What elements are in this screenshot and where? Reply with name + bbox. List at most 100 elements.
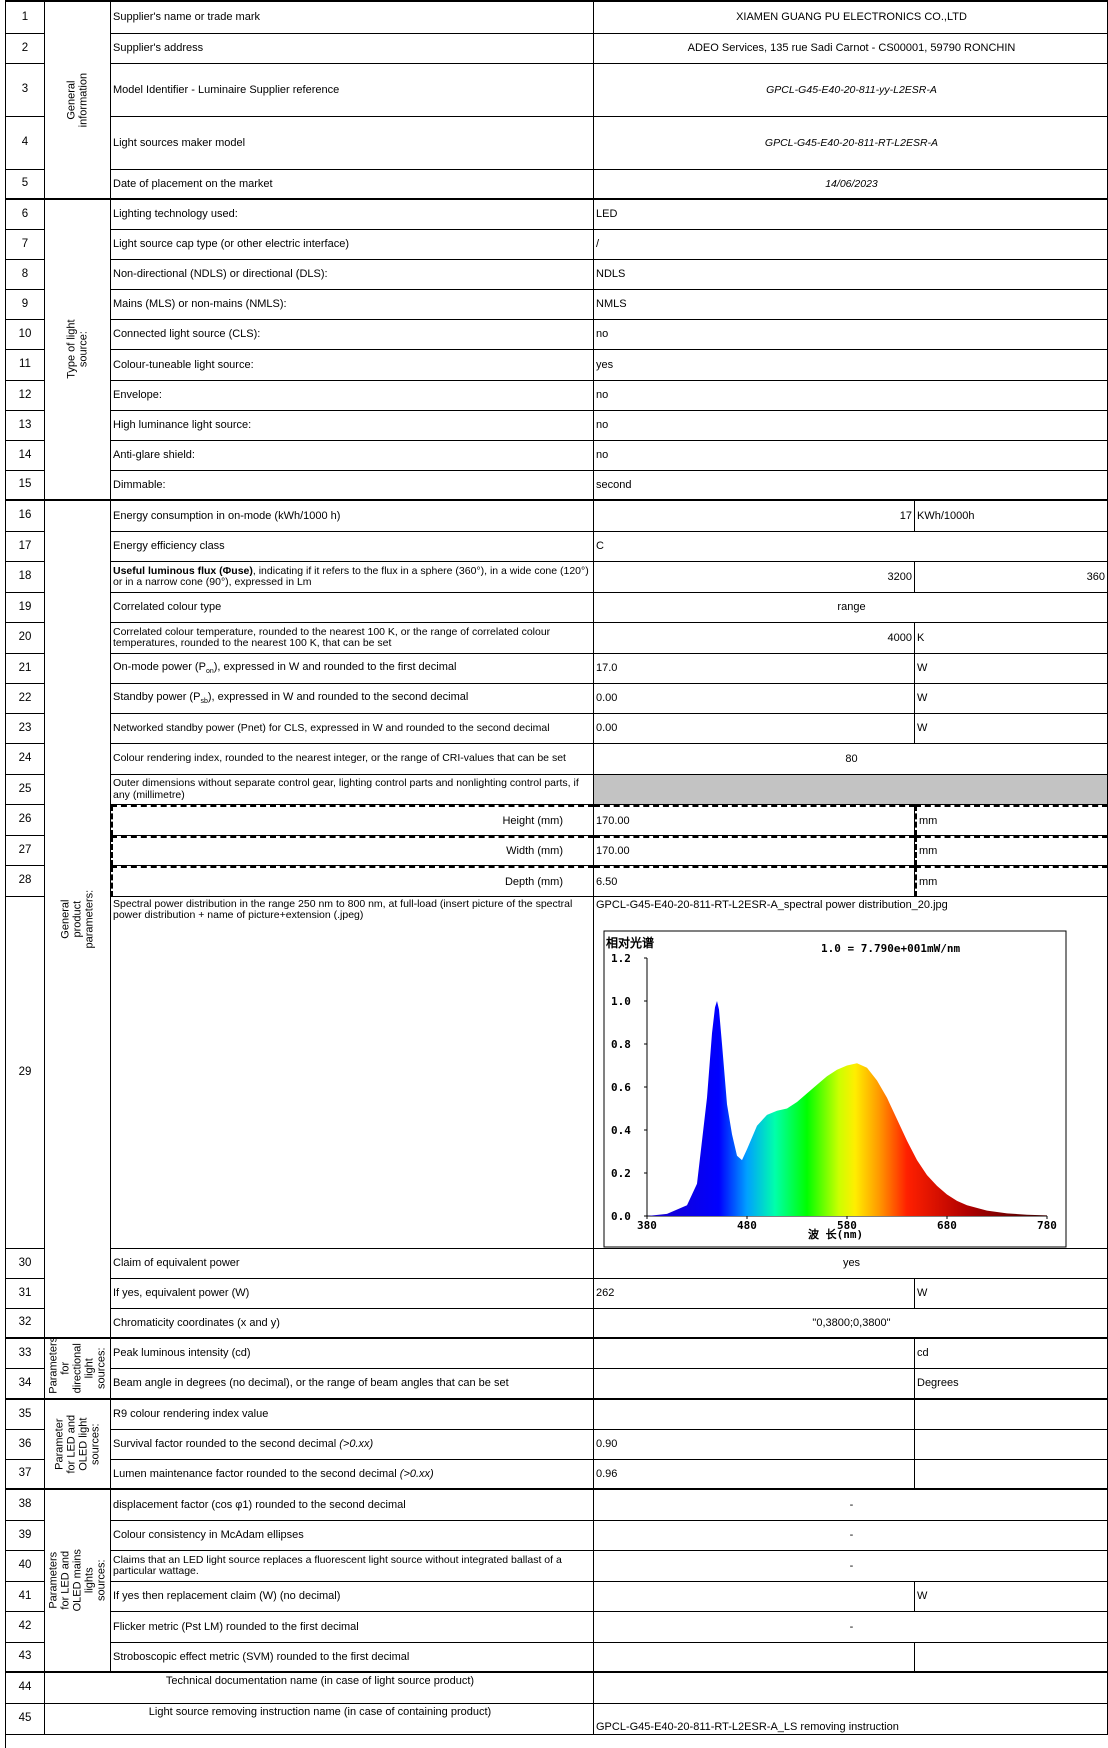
row-unit: mm <box>915 866 1108 897</box>
row-value: / <box>594 230 1108 260</box>
label-main: Dimmable: <box>113 478 166 491</box>
group-label-text: General information <box>65 72 90 128</box>
row-label: Claims that an LED light source replaces… <box>111 1551 594 1582</box>
row-value-text: 80 <box>845 752 858 765</box>
label-main: Colour consistency in McAdam ellipses <box>113 1529 304 1542</box>
row-value: GPCL-G45-E40-20-811-yy-L2ESR-A <box>594 64 1108 117</box>
row-label-text: Depth (mm) <box>505 876 563 889</box>
row-value-text: 0.96 <box>596 1467 618 1480</box>
row-value-text: range <box>837 601 866 614</box>
row-number-text: 39 <box>18 1528 32 1541</box>
row-label: Outer dimensions without separate contro… <box>111 775 594 805</box>
row-value: 0.96 <box>594 1460 915 1490</box>
row-label-text: Supplier's address <box>113 42 203 55</box>
group-label-text: Type of light source: <box>65 319 90 380</box>
label-main: Colour-tuneable light source: <box>113 358 254 371</box>
row-number-text: 20 <box>18 631 32 644</box>
row-value: 17.0 <box>594 654 915 684</box>
row-value-text: yes <box>842 1257 861 1270</box>
y-tick-label: 1.0 <box>611 995 631 1008</box>
row-number: 13 <box>6 411 45 441</box>
row-value <box>594 1643 915 1673</box>
row-label-text: Colour rendering index, rounded to the n… <box>113 753 566 764</box>
row-unit: 360 <box>915 562 1108 593</box>
row-number: 19 <box>6 593 45 623</box>
row-label-text: Standby power (Psb), expressed in W and … <box>113 691 468 706</box>
row-number-text: 31 <box>18 1286 32 1299</box>
group-label-general-product-parameters: General product parameters: <box>45 501 111 1339</box>
row-number: 15 <box>6 471 45 501</box>
row-number: 26 <box>6 805 45 836</box>
row-number-text: 3 <box>21 83 29 96</box>
row-number-text: 42 <box>18 1620 32 1633</box>
row-label-text: Date of placement on the market <box>113 178 273 191</box>
row-label: Depth (mm) <box>111 866 594 897</box>
row-value: no <box>594 381 1108 411</box>
chart-annotation: 1.0 = 7.790e+001mW/nm <box>821 942 960 955</box>
row-value-text: 0.90 <box>596 1438 618 1451</box>
row-number-text: 37 <box>18 1467 32 1480</box>
row-value-text: 6.50 <box>596 875 618 888</box>
row-label-text: Useful luminous flux (Φuse), indicating … <box>113 564 593 588</box>
row-label: Flicker metric (Pst LM) rounded to the f… <box>111 1612 594 1643</box>
row-unit: KWh/1000h <box>915 501 1108 532</box>
row-number: 4 <box>6 117 45 170</box>
row-unit: mm <box>915 805 1108 836</box>
label-main: Stroboscopic effect metric (SVM) rounded… <box>113 1650 410 1663</box>
row-number: 17 <box>6 532 45 562</box>
row-value: LED <box>594 200 1108 230</box>
row-unit-text: Degrees <box>917 1377 959 1390</box>
row-unit-text: W <box>917 1590 928 1603</box>
row-number-text: 43 <box>18 1650 32 1663</box>
group-label-led-oled: Parameter for LED and OLED light sources… <box>45 1400 111 1490</box>
row-number: 27 <box>6 836 45 866</box>
group-label-text: Parameters for LED and OLED mains lights… <box>47 1549 108 1612</box>
label-main: Spectral power distribution in the range… <box>113 898 573 922</box>
row-number-text: 1 <box>21 10 29 23</box>
row-number: 20 <box>6 623 45 654</box>
row-value: no <box>594 411 1108 441</box>
row-value: no <box>594 320 1108 350</box>
row-label: displacement factor (cos φ1) rounded to … <box>111 1490 594 1521</box>
row-value-text: 262 <box>596 1287 615 1300</box>
row-value-text: no <box>596 449 609 462</box>
row-label-text: Peak luminous intensity (cd) <box>113 1347 251 1360</box>
row-label-text: displacement factor (cos φ1) rounded to … <box>113 1499 406 1512</box>
label-main: Networked standby power (Pnet) for CLS, … <box>113 721 550 734</box>
row-label: Standby power (Psb), expressed in W and … <box>111 684 594 714</box>
group-label-directional: Parameters for directional light sources… <box>45 1339 111 1400</box>
row-label-text: If yes then replacement claim (W) (no de… <box>113 1590 340 1603</box>
row-unit: Degrees <box>915 1369 1108 1400</box>
label-main: Survival factor rounded to the second de… <box>113 1438 340 1451</box>
row-value: 14/06/2023 <box>594 170 1108 200</box>
x-tick-label: 780 <box>1037 1219 1057 1232</box>
row-unit: W <box>915 1279 1108 1309</box>
row-number: 45 <box>6 1704 45 1735</box>
label-bold: Useful luminous flux (Φuse) <box>113 564 253 577</box>
group-label-text: Parameter for LED and OLED light sources… <box>53 1414 102 1474</box>
x-tick-label: 580 <box>837 1219 857 1232</box>
row-number: 37 <box>6 1460 45 1490</box>
row-value <box>594 775 1108 805</box>
row-value: NMLS <box>594 290 1108 320</box>
row-number: 10 <box>6 320 45 350</box>
label-main: Outer dimensions without separate contro… <box>113 777 579 801</box>
row-value-text: GPCL-G45-E40-20-811-yy-L2ESR-A <box>766 83 937 96</box>
row-value-text: - <box>849 1620 854 1633</box>
row-unit-text: W <box>917 722 928 735</box>
x-axis-label: 波 长(nm) <box>808 1227 863 1241</box>
row-number-text: 32 <box>18 1316 32 1329</box>
row-value-text: no <box>596 328 609 341</box>
row-label: Non-directional (NDLS) or directional (D… <box>111 260 594 290</box>
row-number: 16 <box>6 501 45 532</box>
label-main: Connected light source (CLS): <box>113 328 261 341</box>
row-number: 2 <box>6 34 45 64</box>
row-number-text: 17 <box>18 539 32 552</box>
row-label-text: Claim of equivalent power <box>113 1257 240 1270</box>
row-value: second <box>594 471 1108 501</box>
label-main: Depth (mm) <box>504 875 563 888</box>
row-number-text: 40 <box>18 1559 32 1572</box>
row-value: NDLS <box>594 260 1108 290</box>
row-number-text: 33 <box>18 1346 32 1359</box>
label-main: Claims that an LED light source replaces… <box>113 1553 562 1577</box>
